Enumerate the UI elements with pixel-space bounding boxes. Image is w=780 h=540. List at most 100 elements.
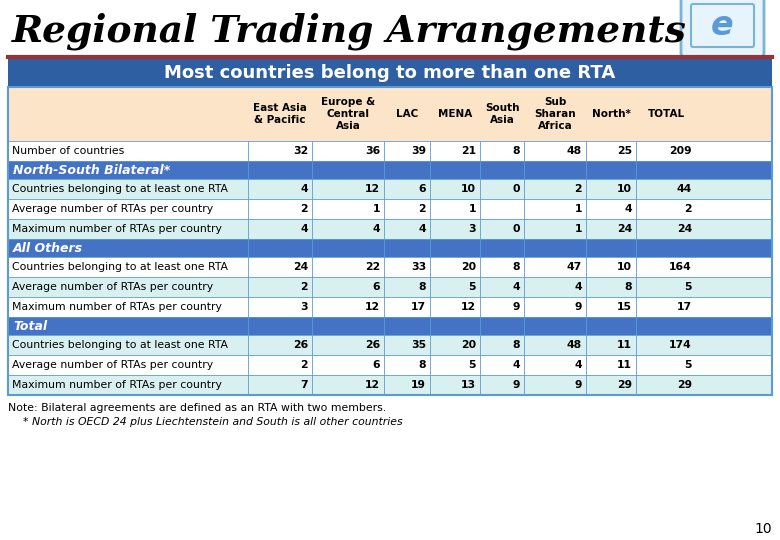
Text: 11: 11 [617,360,632,370]
Text: Europe &
Central
Asia: Europe & Central Asia [321,97,375,131]
Text: TOTAL: TOTAL [647,109,685,119]
Text: 4: 4 [300,224,308,234]
Text: e: e [711,9,734,42]
Text: 1: 1 [373,204,380,214]
Text: 5: 5 [469,282,476,292]
Text: 3: 3 [468,224,476,234]
Text: 15: 15 [617,302,632,312]
Text: Average number of RTAs per country: Average number of RTAs per country [12,282,213,292]
Text: 29: 29 [677,380,692,390]
Bar [8,87,772,395]
Text: Average number of RTAs per country: Average number of RTAs per country [12,204,213,214]
Bar [8,239,772,257]
Text: Countries belonging to at least one RTA: Countries belonging to at least one RTA [12,262,228,272]
Text: 21: 21 [461,146,476,156]
Text: 9: 9 [575,380,582,390]
Text: MENA: MENA [438,109,472,119]
Bar [8,375,772,395]
Text: 4: 4 [418,224,426,234]
Bar [8,141,772,161]
Text: 164: 164 [669,262,692,272]
Text: 8: 8 [512,340,520,350]
Text: 209: 209 [669,146,692,156]
Text: LAC: LAC [396,109,418,119]
Text: 9: 9 [575,302,582,312]
Bar [8,59,772,87]
Text: 2: 2 [574,184,582,194]
Text: Countries belonging to at least one RTA: Countries belonging to at least one RTA [12,340,228,350]
Text: 8: 8 [512,146,520,156]
Text: 24: 24 [292,262,308,272]
Text: 19: 19 [411,380,426,390]
Text: 6: 6 [372,282,380,292]
Text: 12: 12 [365,380,380,390]
Text: East Asia
& Pacific: East Asia & Pacific [253,103,307,125]
Text: 20: 20 [461,340,476,350]
Text: 39: 39 [411,146,426,156]
Bar [8,335,772,355]
Text: * North is OECD 24 plus Liechtenstein and South is all other countries: * North is OECD 24 plus Liechtenstein an… [23,417,402,427]
Text: 4: 4 [512,282,520,292]
Text: 10: 10 [754,522,772,536]
Text: Note: Bilateral agreements are defined as an RTA with two members.: Note: Bilateral agreements are defined a… [8,403,386,413]
Text: 32: 32 [292,146,308,156]
Text: 8: 8 [625,282,632,292]
Text: Number of countries: Number of countries [12,146,124,156]
Bar [8,87,772,141]
Text: 8: 8 [512,262,520,272]
Bar [8,257,772,277]
Text: 8: 8 [419,282,426,292]
Text: Maximum number of RTAs per country: Maximum number of RTAs per country [12,302,222,312]
Text: 4: 4 [512,360,520,370]
Text: Total: Total [13,320,47,333]
Text: 11: 11 [617,340,632,350]
Text: 12: 12 [461,302,476,312]
Text: 5: 5 [685,360,692,370]
Text: 17: 17 [677,302,692,312]
Text: 5: 5 [685,282,692,292]
FancyBboxPatch shape [691,4,754,47]
Text: 4: 4 [300,184,308,194]
Text: Regional Trading Arrangements: Regional Trading Arrangements [12,12,687,50]
Text: 5: 5 [469,360,476,370]
Text: 13: 13 [461,380,476,390]
Bar [8,199,772,219]
Text: Average number of RTAs per country: Average number of RTAs per country [12,360,213,370]
Text: 1: 1 [575,204,582,214]
Text: 48: 48 [567,340,582,350]
Bar [8,277,772,297]
Text: 9: 9 [512,380,520,390]
Text: 0: 0 [512,184,520,194]
Text: South
Asia: South Asia [484,103,519,125]
Bar [8,179,772,199]
Text: 26: 26 [365,340,380,350]
Text: 29: 29 [617,380,632,390]
Text: 3: 3 [300,302,308,312]
Text: 36: 36 [365,146,380,156]
Text: Maximum number of RTAs per country: Maximum number of RTAs per country [12,380,222,390]
Text: 26: 26 [292,340,308,350]
Text: 1: 1 [469,204,476,214]
Text: 2: 2 [300,282,308,292]
Bar [8,317,772,335]
Text: 9: 9 [512,302,520,312]
Text: 2: 2 [418,204,426,214]
Text: 35: 35 [411,340,426,350]
Text: 4: 4 [372,224,380,234]
Text: 4: 4 [574,360,582,370]
Text: 24: 24 [617,224,632,234]
Text: Most countries belong to more than one RTA: Most countries belong to more than one R… [165,64,615,82]
Bar [8,161,772,179]
Text: 6: 6 [372,360,380,370]
Text: 10: 10 [461,184,476,194]
Text: 0: 0 [512,224,520,234]
Text: 1: 1 [575,224,582,234]
Text: 10: 10 [617,184,632,194]
Text: 4: 4 [574,282,582,292]
Text: 174: 174 [669,340,692,350]
Text: 24: 24 [677,224,692,234]
Text: 20: 20 [461,262,476,272]
Text: Countries belonging to at least one RTA: Countries belonging to at least one RTA [12,184,228,194]
Text: 7: 7 [300,380,308,390]
Text: 48: 48 [567,146,582,156]
